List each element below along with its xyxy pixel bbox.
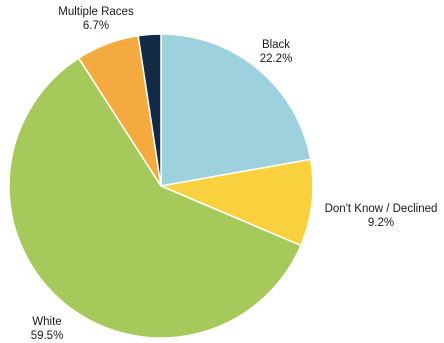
slice-label-black: Black	[262, 39, 290, 51]
pie-slices	[8, 33, 314, 339]
slice-label-dont-know: Don't Know / Declined	[325, 203, 438, 215]
slice-label-multiple-races: Multiple Races	[58, 6, 134, 18]
slice-label-white: White	[32, 316, 61, 328]
slice-value-white: 59.5%	[31, 330, 64, 342]
pie-slice-white	[8, 57, 302, 339]
slice-value-multiple-races: 6.7%	[83, 20, 109, 32]
pie-slice-unlabeled	[137, 33, 162, 187]
pie-slice-don-t-know-declined	[158, 158, 314, 247]
slice-value-black: 22.2%	[260, 53, 293, 65]
pie-labels: Black 22.2% Don't Know / Declined 9.2% W…	[31, 6, 438, 342]
pie-slice-black	[160, 33, 312, 187]
slice-value-dont-know: 9.2%	[368, 217, 394, 229]
